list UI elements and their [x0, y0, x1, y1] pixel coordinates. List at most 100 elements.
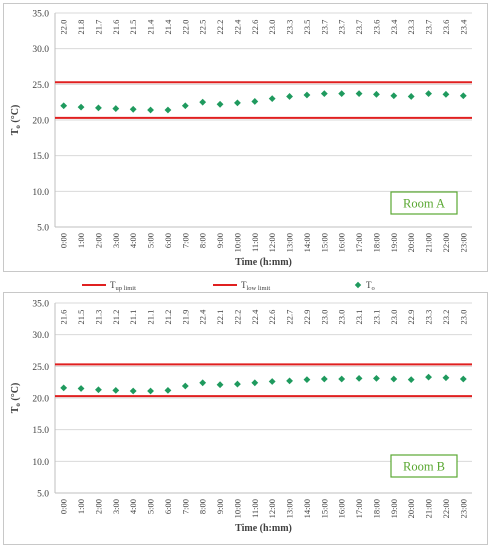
data-label: 22.9 — [406, 310, 416, 325]
x-tick-label: 11:00 — [250, 233, 260, 252]
data-label: 22.0 — [59, 20, 69, 35]
data-label: 21.3 — [93, 310, 103, 325]
data-point — [216, 100, 224, 108]
data-point — [164, 106, 172, 114]
x-tick-label: 9:00 — [215, 233, 225, 248]
data-point — [459, 92, 467, 100]
data-label: 23.6 — [441, 20, 451, 35]
x-tick-label: 20:00 — [406, 499, 416, 518]
data-label: 21.5 — [128, 20, 138, 35]
data-point — [251, 379, 259, 387]
y-axis-title-base: T — [10, 128, 21, 135]
data-label: 23.6 — [371, 20, 381, 35]
x-tick-label: 10:00 — [232, 233, 242, 252]
data-label: 21.6 — [111, 20, 121, 35]
data-point — [373, 374, 380, 382]
x-tick-label: 18:00 — [371, 499, 381, 518]
data-label: 21.7 — [93, 20, 103, 35]
legend-label: Tlow limit — [241, 280, 270, 292]
data-point — [164, 387, 172, 394]
data-label: 22.5 — [198, 20, 208, 35]
data-point — [77, 385, 85, 392]
data-point — [338, 375, 346, 383]
legend-label-base: T — [110, 280, 116, 290]
data-label: 23.7 — [354, 20, 364, 35]
legend: Tup limit Tlow limit To — [82, 280, 375, 292]
data-point — [286, 93, 293, 100]
data-point — [199, 98, 207, 106]
data-point — [442, 374, 450, 382]
room-label: Room B — [403, 460, 445, 474]
x-tick-label: 16:00 — [337, 499, 347, 518]
room-label-box — [390, 454, 458, 478]
data-label: 22.2 — [215, 20, 225, 35]
data-point — [112, 105, 120, 112]
data-label: 22.9 — [302, 310, 312, 325]
x-tick-label: 6:00 — [163, 499, 173, 514]
x-tick-label: 2:00 — [93, 499, 103, 514]
data-label: 21.2 — [163, 310, 173, 325]
legend-label-sub: o — [372, 285, 375, 292]
data-label: 23.3 — [406, 20, 416, 35]
x-tick-label: 8:00 — [198, 233, 208, 248]
data-label: 23.3 — [285, 20, 295, 35]
x-tick-label: 19:00 — [389, 499, 399, 518]
x-tick-label: 21:00 — [424, 499, 434, 518]
y-tick-label: 10.0 — [32, 458, 49, 468]
x-tick-label: 7:00 — [180, 499, 190, 514]
y-axis-title-unit: (°C) — [10, 383, 21, 403]
data-point — [390, 375, 398, 383]
chart-panel-2: 5.0 10.0 15.0 20.0 25.0 30.0 35.0 21.6 0:00 21.5 1… — [10, 300, 472, 534]
x-axis-title: Time (h:mm) — [235, 257, 292, 268]
x-tick-label: 4:00 — [128, 233, 138, 248]
room-label-box — [390, 191, 458, 215]
x-tick-label: 12:00 — [267, 499, 277, 518]
data-label: 22.1 — [215, 310, 225, 325]
y-axis-title: To (°C) — [10, 383, 22, 414]
x-tick-label: 13:00 — [285, 499, 295, 518]
y-axis-title-base: T — [10, 406, 21, 413]
data-point — [407, 93, 415, 100]
data-point — [320, 375, 328, 383]
data-point — [355, 90, 363, 98]
data-label: 21.2 — [111, 310, 121, 325]
x-tick-label: 5:00 — [146, 233, 156, 248]
data-point — [268, 95, 276, 102]
data-label: 23.1 — [354, 310, 364, 325]
data-label: 23.7 — [424, 20, 434, 35]
data-label: 23.4 — [458, 19, 468, 35]
x-tick-label: 11:00 — [250, 499, 260, 518]
data-point — [181, 102, 189, 110]
data-label: 22.0 — [180, 20, 190, 35]
data-label: 23.3 — [424, 310, 434, 325]
x-tick-label: 22:00 — [441, 233, 451, 252]
y-tick-label: 15.0 — [32, 426, 49, 436]
data-label: 21.6 — [59, 310, 69, 325]
legend-label-base: T — [241, 280, 247, 290]
data-label: 21.8 — [76, 20, 86, 35]
data-point — [459, 375, 467, 383]
x-tick-label: 14:00 — [302, 233, 312, 252]
data-label: 22.4 — [232, 19, 242, 35]
y-tick-label: 15.0 — [32, 152, 49, 162]
data-label: 23.1 — [371, 310, 381, 325]
y-tick-label: 5.0 — [37, 224, 49, 234]
data-label: 22.2 — [232, 310, 242, 325]
y-tick-label: 20.0 — [32, 117, 49, 127]
x-tick-label: 3:00 — [111, 499, 121, 514]
data-label: 21.4 — [163, 19, 173, 35]
data-label: 23.0 — [389, 310, 399, 325]
x-tick-label: 3:00 — [111, 233, 121, 248]
y-tick-label: 30.0 — [32, 45, 49, 55]
x-tick-label: 0:00 — [59, 499, 69, 514]
data-label: 21.9 — [180, 310, 190, 325]
x-tick-label: 4:00 — [128, 499, 138, 514]
data-label: 23.0 — [337, 310, 347, 325]
legend-label-base: T — [366, 280, 372, 290]
data-point — [181, 382, 189, 390]
x-tick-label: 23:00 — [458, 499, 468, 518]
data-label: 21.5 — [76, 310, 86, 325]
y-tick-label: 20.0 — [32, 395, 49, 405]
data-point — [268, 378, 276, 385]
